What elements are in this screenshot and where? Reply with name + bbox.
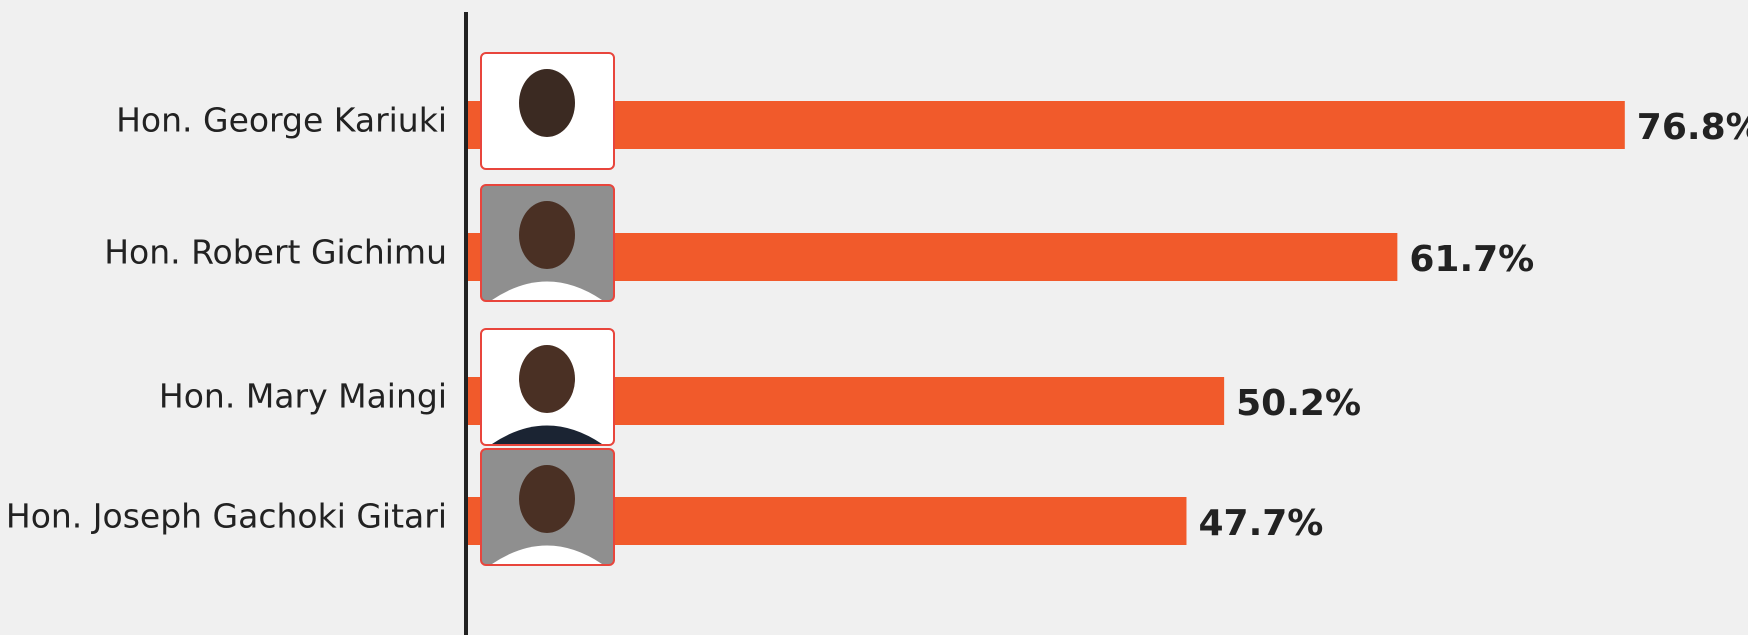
photo-shoulders — [492, 545, 602, 564]
photo-head — [519, 465, 575, 533]
photo-shoulders — [492, 425, 602, 444]
category-label: Hon. George Kariuki — [116, 101, 447, 140]
value-label: 50.2% — [1236, 383, 1361, 424]
category-label: Hon. Joseph Gachoki Gitari — [6, 497, 447, 536]
candidate-photo — [480, 448, 615, 566]
photo-head — [519, 201, 575, 269]
bar — [468, 101, 1625, 149]
photo-shoulders — [492, 149, 602, 168]
photo-head — [519, 69, 575, 137]
value-label: 47.7% — [1198, 503, 1323, 544]
value-label: 76.8% — [1637, 107, 1748, 148]
candidate-photo — [480, 52, 615, 170]
candidate-photo — [480, 328, 615, 446]
photo-head — [519, 345, 575, 413]
candidate-photo — [480, 184, 615, 302]
value-label: 61.7% — [1409, 239, 1534, 280]
bar — [468, 233, 1398, 281]
photo-shoulders — [492, 281, 602, 300]
category-label: Hon. Mary Maingi — [159, 377, 447, 416]
category-label: Hon. Robert Gichimu — [104, 233, 447, 272]
